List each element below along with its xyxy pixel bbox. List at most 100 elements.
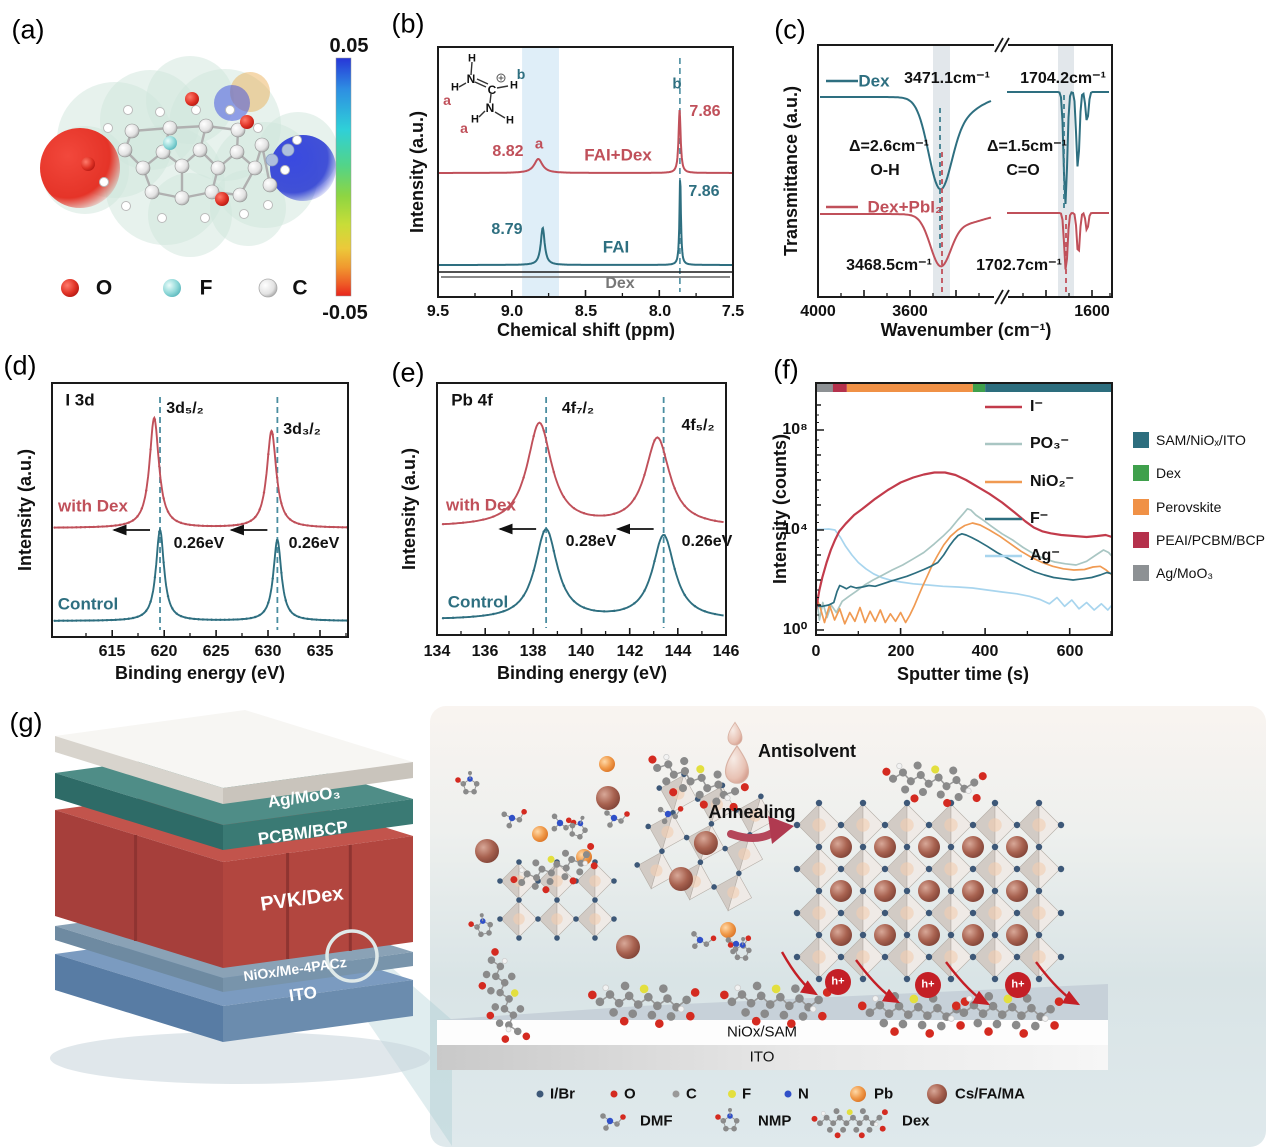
circle-shape <box>500 978 509 987</box>
halide-dot <box>1013 865 1021 873</box>
hole-transfer-arrow <box>945 961 991 1006</box>
circle-shape <box>607 822 613 828</box>
circle-shape <box>910 794 919 803</box>
circle-shape <box>510 876 518 884</box>
hole-circle <box>915 972 941 998</box>
circle-shape <box>731 1125 737 1132</box>
marker-dot <box>512 499 515 502</box>
c-ann: 1702.7cm⁻¹ <box>976 257 1062 274</box>
h-atom <box>263 200 273 210</box>
marker-dot <box>175 519 178 523</box>
b-peak-879: 8.79 <box>491 221 523 238</box>
circle-shape <box>661 818 668 825</box>
circle-shape <box>859 1108 866 1115</box>
marker-dot <box>57 526 61 529</box>
circle-shape <box>487 956 496 964</box>
marker-dot <box>206 524 209 528</box>
circle-shape <box>894 1001 904 1011</box>
e-series-control: Control <box>447 592 509 612</box>
circle-shape <box>486 930 492 936</box>
cs-fa-ma-cation <box>918 880 940 902</box>
circle-shape <box>728 1108 732 1112</box>
atom-legend-F: F <box>199 276 213 300</box>
halide-dot <box>837 909 845 917</box>
e-tick: 142 <box>616 643 644 660</box>
circle-shape <box>505 1021 513 1029</box>
halide-dot <box>837 821 845 829</box>
esp-positive-region <box>270 135 336 201</box>
marker-dot <box>214 618 218 622</box>
circle-shape <box>723 1125 729 1132</box>
halide-dot <box>659 848 665 855</box>
cs-fa-ma-cation <box>874 924 896 946</box>
series-Dex-ir-right <box>1007 91 1109 204</box>
cs-fa-ma-cation <box>830 924 852 946</box>
e-tick: 144 <box>664 643 692 660</box>
marker-dot <box>88 525 91 529</box>
circle-shape <box>576 868 584 876</box>
circle-shape <box>542 886 550 894</box>
marker-dot <box>293 613 296 617</box>
marker-dot <box>703 610 707 613</box>
b-inset-atom: H <box>471 113 479 126</box>
circle-shape <box>1046 1004 1055 1014</box>
marker-dot <box>118 618 122 621</box>
halide-dot <box>793 821 801 829</box>
circle-shape <box>532 859 540 867</box>
circle-shape <box>624 991 634 1001</box>
cs-fa-ma-cation <box>830 836 852 858</box>
marker-dot <box>267 601 270 604</box>
legend-dot-C <box>672 1090 680 1098</box>
f-line-legend-Ag: Ag⁻ <box>1030 547 1060 564</box>
halide-dot <box>903 931 911 939</box>
marker-dot <box>306 617 309 621</box>
circle-shape <box>682 995 691 1005</box>
circle-shape <box>697 773 706 782</box>
dex-molecule <box>588 981 700 1028</box>
inset-bond <box>476 78 489 85</box>
c-ann: Δ=1.5cm⁻¹ <box>987 138 1067 155</box>
marker-dot <box>219 618 222 622</box>
b-site <box>513 913 525 925</box>
halide-dot <box>859 799 867 807</box>
marker-dot <box>522 594 525 597</box>
perovskite-lattice <box>793 799 1065 983</box>
g-legend-nmp: NMP <box>758 1112 792 1130</box>
c-ann: 3471.1cm⁻¹ <box>904 70 990 87</box>
e-tick: 138 <box>519 643 547 660</box>
marker-dot <box>572 506 576 510</box>
circle-shape <box>751 1016 761 1026</box>
circle-shape <box>811 1115 818 1122</box>
circle-shape <box>734 954 741 961</box>
circle-shape <box>720 990 729 1000</box>
h-atom <box>155 107 165 117</box>
cs-fa-ma-cation <box>830 880 852 902</box>
pb-ion <box>599 756 615 772</box>
g-hole-label: h+ <box>831 975 845 988</box>
circle-shape <box>669 770 678 779</box>
circle-shape <box>703 784 712 793</box>
marker-dot <box>328 525 331 529</box>
circle-shape <box>1050 1021 1059 1030</box>
colorbar-min: -0.05 <box>322 302 368 324</box>
marker-dot <box>184 522 187 526</box>
inset-bond <box>489 93 492 104</box>
g-hole-label: h+ <box>921 978 935 991</box>
circle-shape <box>696 765 705 774</box>
b-site <box>551 913 563 925</box>
panel-letter-e: (e) <box>391 357 425 388</box>
depth-strip-Perovskite <box>846 384 973 392</box>
g-legend-dmf: DMF <box>640 1112 673 1130</box>
panel-c-ftir <box>817 37 1113 305</box>
marker-dot <box>179 521 183 525</box>
c-atom <box>204 184 220 200</box>
f-ytick: 10⁰ <box>782 621 808 638</box>
marker-dot <box>145 489 148 492</box>
circle-shape <box>898 768 908 777</box>
nmp-molecule <box>468 913 494 938</box>
marker-dot <box>633 602 636 605</box>
halide-dot <box>516 897 522 903</box>
g-legend-n: N <box>798 1085 809 1103</box>
c-atom <box>262 177 278 193</box>
marker-dot <box>275 538 279 542</box>
